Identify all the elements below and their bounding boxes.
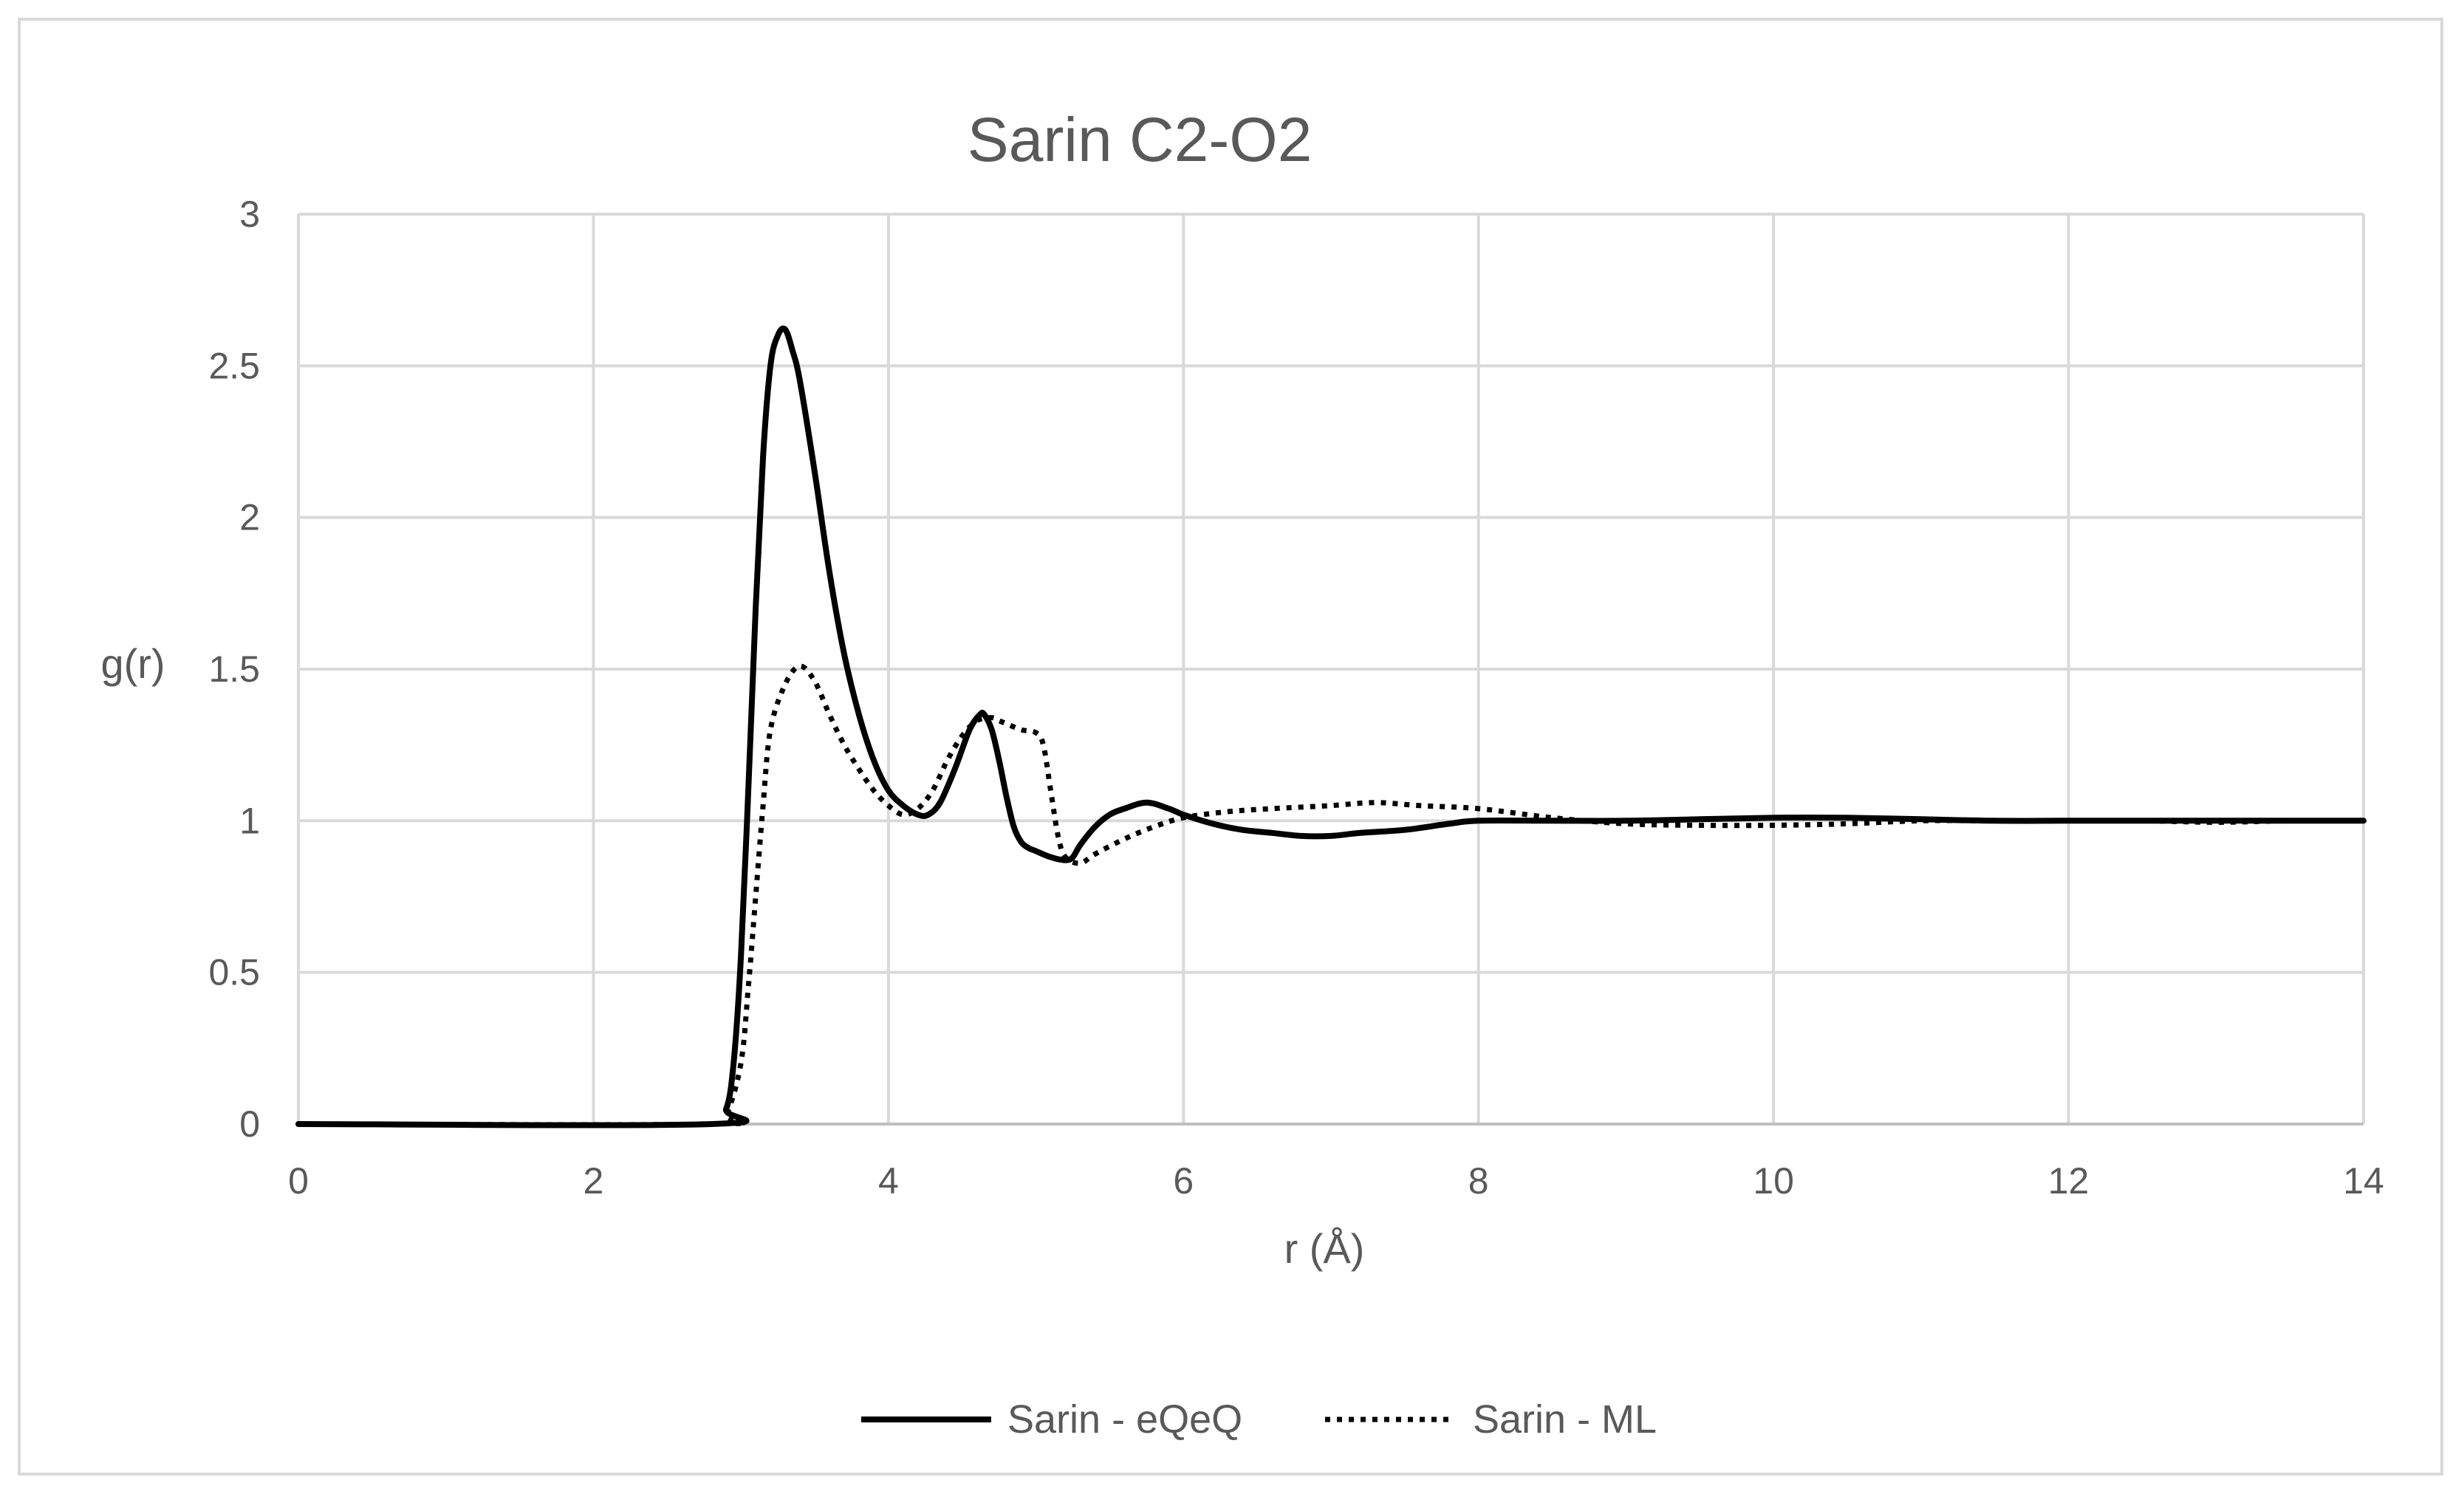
legend-item: Sarin - ML bbox=[1325, 1397, 1657, 1442]
x-tick-label: 14 bbox=[2343, 1160, 2384, 1202]
legend: Sarin - eQeQ Sarin - ML bbox=[861, 1397, 1657, 1442]
series-lines bbox=[295, 325, 2367, 1128]
legend-label: Sarin - ML bbox=[1473, 1397, 1657, 1442]
x-tick-label: 4 bbox=[878, 1160, 899, 1202]
y-tick-label: 0 bbox=[239, 1103, 260, 1145]
x-tick-label: 8 bbox=[1468, 1160, 1489, 1202]
y-axis-title: g(r) bbox=[100, 640, 165, 687]
x-tick-label: 2 bbox=[584, 1160, 604, 1202]
y-tick-label: 1.5 bbox=[208, 648, 260, 690]
y-tick-label: 2.5 bbox=[208, 345, 260, 386]
series-line-ml bbox=[298, 663, 2364, 1128]
x-tick-label: 6 bbox=[1173, 1160, 1194, 1202]
tick-labels: 0 0.5 1 1.5 2 2.5 3 0 2 4 6 8 10 12 14 bbox=[208, 193, 2383, 1202]
grid-lines bbox=[297, 213, 2365, 1124]
legend-item: Sarin - eQeQ bbox=[861, 1397, 1242, 1442]
x-tick-label: 12 bbox=[2048, 1160, 2090, 1202]
legend-label: Sarin - eQeQ bbox=[1007, 1397, 1242, 1442]
chart-svg: Sarin C2-O2 0 0.5 1 1.5 2 2.5 3 0 2 4 6 8 10 12 14 r (… bbox=[100, 105, 2383, 1442]
y-tick-label: 0.5 bbox=[208, 952, 260, 993]
series-line-eqeq bbox=[295, 325, 2367, 1128]
y-tick-label: 2 bbox=[239, 497, 260, 538]
x-tick-label: 0 bbox=[288, 1160, 309, 1202]
x-tick-label: 10 bbox=[1753, 1160, 1794, 1202]
chart-title: Sarin C2-O2 bbox=[968, 105, 1313, 174]
y-tick-label: 3 bbox=[239, 193, 260, 235]
chart-frame: Sarin C2-O2 0 0.5 1 1.5 2 2.5 3 0 2 4 6 8 10 12 14 r (… bbox=[18, 18, 2443, 1476]
y-tick-label: 1 bbox=[239, 800, 260, 841]
x-axis-title: r (Å) bbox=[1284, 1225, 1365, 1272]
